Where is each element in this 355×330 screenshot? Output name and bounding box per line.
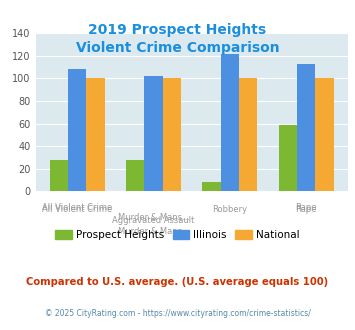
Bar <box>297 64 315 191</box>
Text: All Violent Crime: All Violent Crime <box>42 203 112 212</box>
Text: Aggravated Assault
Murder & Mans...: Aggravated Assault Murder & Mans... <box>112 216 195 236</box>
Bar <box>279 125 297 191</box>
Text: Rape: Rape <box>295 203 317 212</box>
Bar <box>202 182 221 191</box>
Bar <box>50 160 68 191</box>
Bar <box>68 69 86 191</box>
Bar <box>144 76 163 191</box>
Text: 2019 Prospect Heights
Violent Crime Comparison: 2019 Prospect Heights Violent Crime Comp… <box>76 23 279 55</box>
Text: Murder & Mans...: Murder & Mans... <box>118 213 190 222</box>
Bar <box>221 54 239 191</box>
Bar <box>315 78 334 191</box>
Bar <box>163 78 181 191</box>
Bar <box>86 78 105 191</box>
Text: Robbery: Robbery <box>212 205 247 214</box>
Text: All Violent Crime: All Violent Crime <box>42 205 112 214</box>
Text: Rape: Rape <box>295 205 317 214</box>
Legend: Prospect Heights, Illinois, National: Prospect Heights, Illinois, National <box>51 225 304 244</box>
Bar <box>126 160 144 191</box>
Text: Compared to U.S. average. (U.S. average equals 100): Compared to U.S. average. (U.S. average … <box>26 278 329 287</box>
Bar <box>239 78 257 191</box>
Text: © 2025 CityRating.com - https://www.cityrating.com/crime-statistics/: © 2025 CityRating.com - https://www.city… <box>45 309 310 318</box>
